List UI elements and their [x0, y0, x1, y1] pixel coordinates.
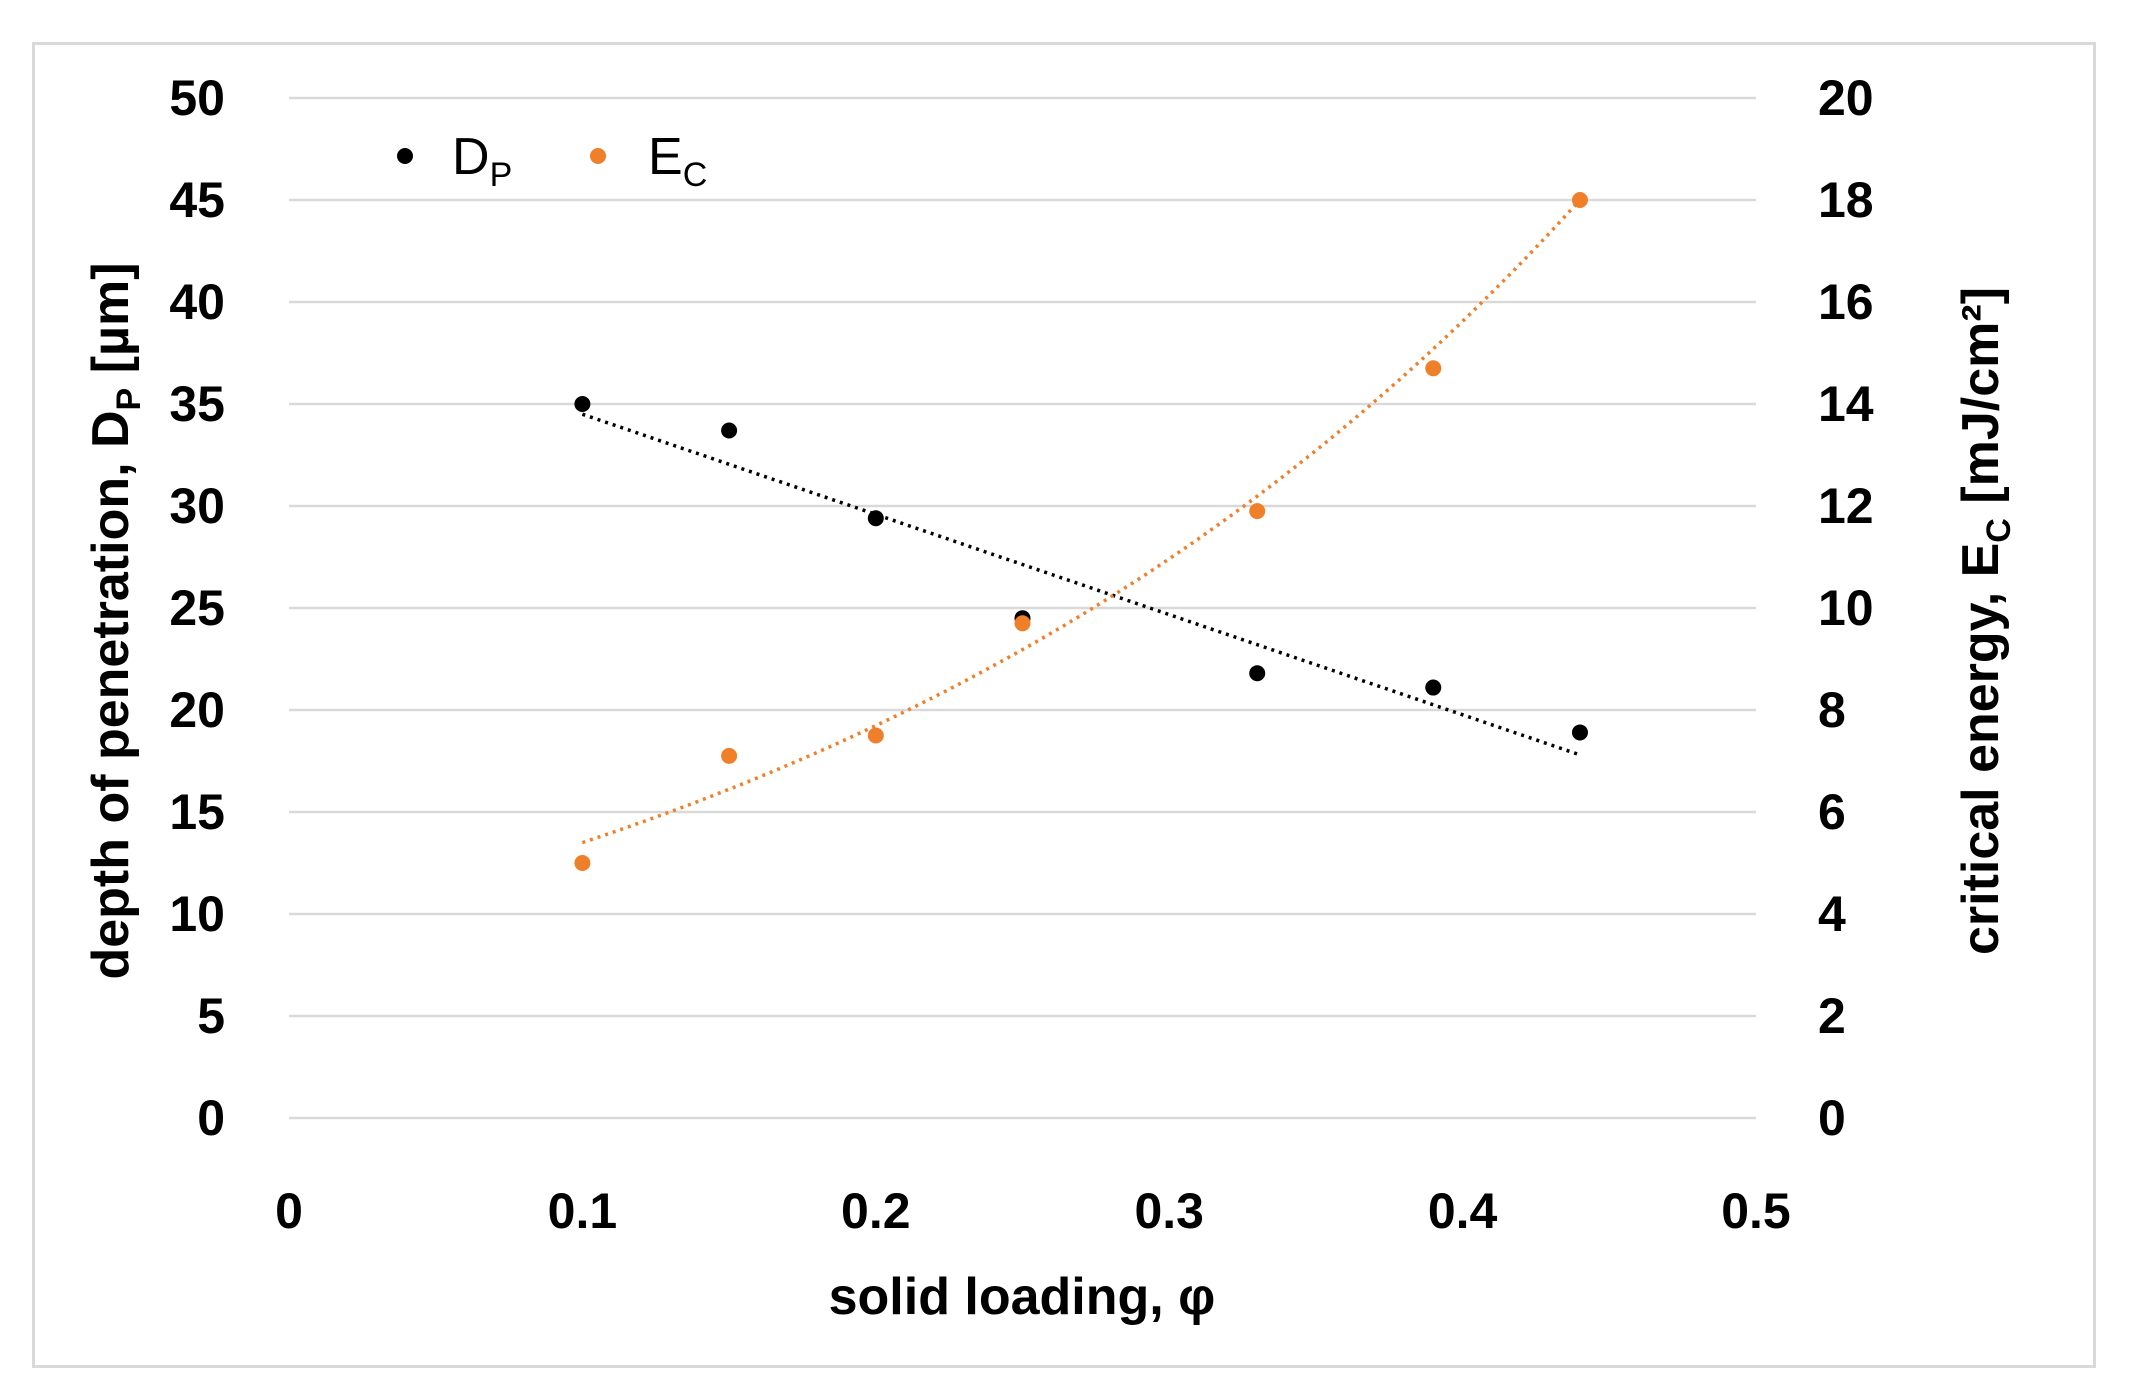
trendline-ec	[581, 198, 1582, 845]
x-axis-title: solid loading, φ	[829, 1268, 1216, 1326]
y-right-tick-label: 8	[1818, 682, 1846, 738]
x-tick-label: 0.5	[1721, 1183, 1791, 1239]
y-right-tick-label: 12	[1818, 478, 1874, 534]
x-tick-label: 0.4	[1428, 1183, 1498, 1239]
ec-point-4	[1249, 503, 1266, 520]
y-right-tick-label: 6	[1818, 784, 1846, 840]
dp-point-6	[1571, 724, 1588, 741]
y-right-tick-label: 14	[1818, 376, 1874, 432]
x-tick-label: 0.2	[841, 1183, 911, 1239]
y-right-tick-label: 10	[1818, 580, 1874, 636]
y-left-tick-label: 35	[169, 376, 225, 432]
dp-point-1	[721, 422, 738, 439]
y-left-tick-label: 10	[169, 886, 225, 942]
legend-marker-ec	[590, 148, 606, 164]
y-left-tick-label: 5	[197, 988, 225, 1044]
trendlines	[581, 198, 1582, 845]
y-right-tick-label: 20	[1818, 70, 1874, 126]
y-right-tick-label: 16	[1818, 274, 1874, 330]
chart-frame	[32, 42, 2096, 1368]
tick-labels: 0 5 10 15 20 25 30 35 40 45 50 0 2 4 6 8 10 12 14 16 18 20 0 0.…	[169, 70, 1873, 1239]
ec-point-6	[1571, 192, 1588, 208]
ec-point-2	[867, 727, 884, 744]
y-left-tick-label: 25	[169, 580, 225, 636]
y-axis-left-title: depth of penetration, DP [µm]	[82, 262, 148, 979]
legend-label-dp: DP	[452, 128, 512, 194]
dp-point-0	[574, 396, 591, 412]
y-left-tick-label: 45	[169, 172, 225, 228]
data-points	[574, 192, 1588, 871]
y-axis-right-title: critical energy, EC [mJ/cm²]	[1952, 287, 2018, 955]
y-right-tick-label: 4	[1818, 886, 1846, 942]
ec-point-1	[721, 747, 738, 764]
legend-label-ec: EC	[648, 128, 707, 194]
y-left-tick-label: 0	[197, 1090, 225, 1146]
x-tick-label: 0	[275, 1183, 303, 1239]
y-left-tick-label: 40	[169, 274, 225, 330]
y-right-tick-label: 18	[1818, 172, 1874, 228]
ec-point-0	[574, 855, 591, 871]
dp-point-2	[867, 510, 884, 527]
dp-point-4	[1249, 665, 1266, 682]
y-left-tick-label: 30	[169, 478, 225, 534]
y-right-tick-label: 2	[1818, 988, 1846, 1044]
y-left-tick-label: 20	[169, 682, 225, 738]
y-left-tick-label: 50	[169, 70, 225, 126]
trendline-dp	[581, 412, 1581, 757]
gridlines	[289, 96, 1756, 1120]
legend: DP EC	[397, 128, 707, 194]
x-tick-label: 0.3	[1134, 1183, 1204, 1239]
y-left-tick-label: 15	[169, 784, 225, 840]
ec-point-3	[1014, 615, 1031, 632]
legend-marker-dp	[397, 148, 413, 164]
y-right-tick-label: 0	[1818, 1090, 1846, 1146]
x-tick-label: 0.1	[548, 1183, 618, 1239]
dp-point-5	[1425, 679, 1442, 696]
ec-point-5	[1425, 360, 1442, 377]
